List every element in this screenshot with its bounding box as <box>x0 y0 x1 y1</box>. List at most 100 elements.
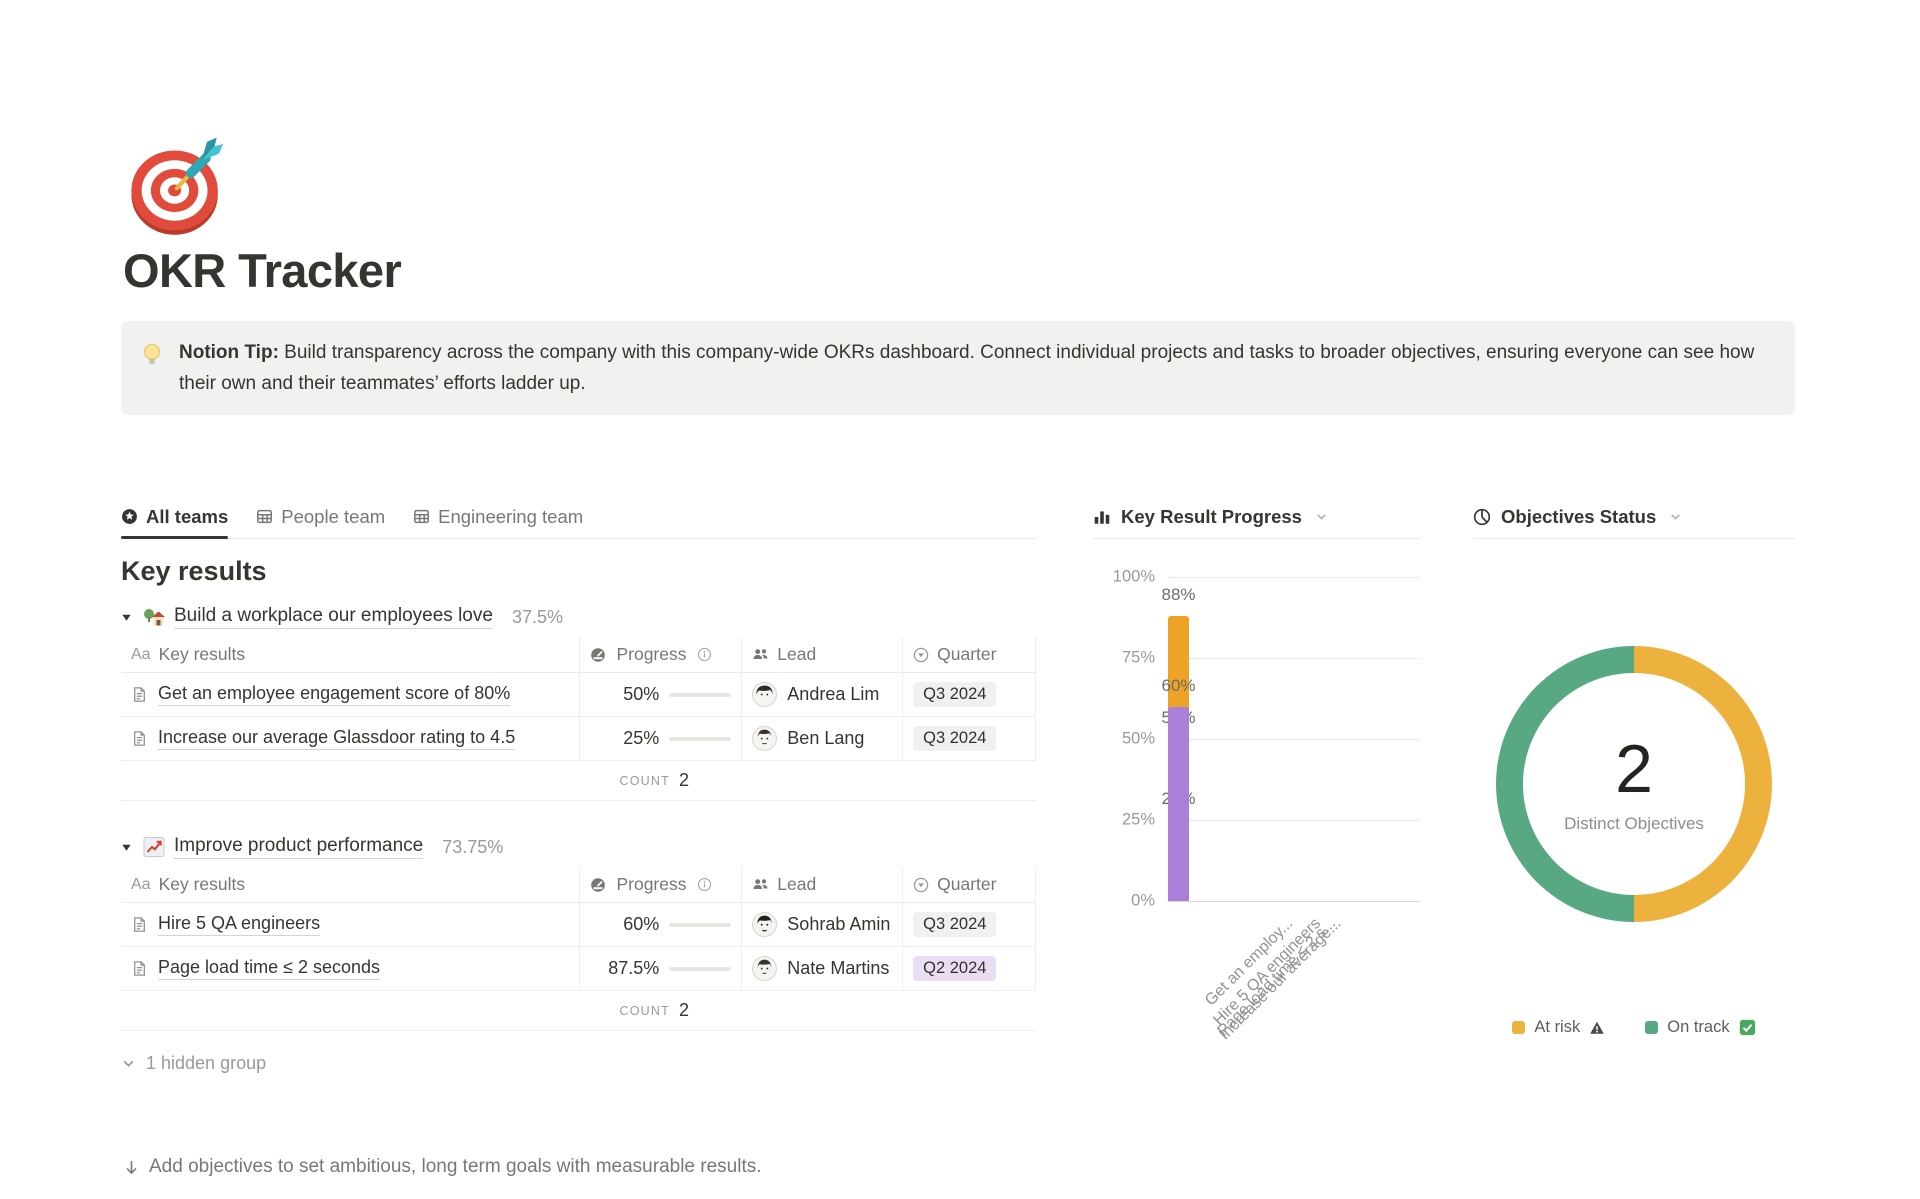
y-tick: 50% <box>1121 729 1155 748</box>
table-header: Aa Key results Progress <box>121 867 1036 903</box>
objective-link[interactable]: Improve product performance <box>174 835 424 859</box>
quarter-badge[interactable]: Q3 2024 <box>913 726 997 751</box>
document-icon <box>131 686 148 703</box>
chart-title: Objectives Status <box>1501 505 1657 527</box>
column-quarter[interactable]: Quarter <box>902 867 1035 902</box>
progress-cell[interactable]: 50% <box>579 673 741 716</box>
chevron-down-icon <box>121 1056 136 1071</box>
lead-cell[interactable]: Andrea Lim <box>741 673 902 716</box>
column-quarter[interactable]: Quarter <box>902 637 1035 672</box>
bar-value-label: 60% <box>1161 675 1196 695</box>
avatar <box>752 956 778 981</box>
donut-center: 2 Distinct Objectives <box>1523 673 1745 895</box>
distinct-objectives-count: 2 <box>1615 730 1653 807</box>
gridline-25 <box>1168 820 1420 821</box>
key-result-cell: Page load time ≤ 2 seconds <box>121 947 579 990</box>
info-icon[interactable] <box>697 877 712 892</box>
progress-label: 25% <box>623 728 660 748</box>
lead-cell[interactable]: Sohrab Amin <box>741 903 902 946</box>
add-objectives-hint[interactable]: Add objectives to set ambitious, long te… <box>123 1156 762 1178</box>
progress-bar <box>669 966 732 971</box>
document-icon <box>131 916 148 933</box>
info-icon[interactable] <box>697 647 712 662</box>
bar-chart-icon <box>1093 508 1111 526</box>
key-result-link[interactable]: Hire 5 QA engineers <box>131 913 321 936</box>
on-track-swatch <box>1645 1021 1659 1034</box>
document-icon <box>131 730 148 747</box>
chevron-down-icon[interactable] <box>1314 509 1329 524</box>
collapse-triangle-icon[interactable] <box>121 842 132 853</box>
tab-people-team[interactable]: People team <box>256 495 385 538</box>
column-lead[interactable]: Lead <box>741 867 902 902</box>
count-label: COUNT <box>619 773 670 788</box>
select-property-icon <box>913 647 929 663</box>
objective-link[interactable]: Build a workplace our employees love <box>174 605 493 629</box>
column-key-results[interactable]: Aa Key results <box>131 874 246 894</box>
distinct-objectives-caption: Distinct Objectives <box>1564 813 1704 833</box>
count-row[interactable]: COUNT 2 <box>121 761 1036 801</box>
y-tick: 0% <box>1131 891 1155 910</box>
bar-hire-5-qa-engineers[interactable]: 60% <box>1161 676 1196 901</box>
objectives-donut-ring[interactable]: 2 Distinct Objectives <box>1496 646 1772 922</box>
key-results-heading: Key results <box>121 556 267 586</box>
count-row[interactable]: COUNT 2 <box>121 991 1036 1031</box>
quarter-badge[interactable]: Q3 2024 <box>913 682 997 707</box>
progress-bar <box>669 922 732 927</box>
chart-title: Key Result Progress <box>1121 505 1302 527</box>
quarter-badge[interactable]: Q3 2024 <box>913 912 997 937</box>
people-icon <box>752 646 769 663</box>
bar-value-label: 88% <box>1161 584 1196 604</box>
count-value: 2 <box>678 770 689 790</box>
progress-cell[interactable]: 25% <box>579 717 741 760</box>
down-arrow-icon <box>123 1159 140 1176</box>
lead-cell[interactable]: Nate Martins <box>741 947 902 990</box>
table-icon <box>413 508 430 525</box>
key-result-link[interactable]: Get an employee engagement score of 80% <box>131 683 511 706</box>
light-bulb-icon <box>139 341 165 367</box>
hidden-group-toggle[interactable]: 1 hidden group <box>121 1053 1036 1074</box>
objective-group-1: Build a workplace our employees love 37.… <box>121 597 1036 801</box>
tab-label: Engineering team <box>438 505 584 527</box>
column-lead[interactable]: Lead <box>741 637 902 672</box>
dart-target-page-icon[interactable] <box>126 130 234 238</box>
chart-card-header: Key Result Progress <box>1093 495 1420 539</box>
house-with-garden-icon <box>143 606 165 628</box>
quarter-cell: Q2 2024 <box>902 947 1035 990</box>
chevron-down-icon[interactable] <box>1668 509 1683 524</box>
table-header: Aa Key results Progress <box>121 637 1036 673</box>
chart-increasing-icon <box>143 836 165 858</box>
group-header: Improve product performance 73.75% <box>121 827 1036 867</box>
y-tick: 25% <box>1121 810 1155 829</box>
tab-all-teams[interactable]: All teams <box>121 495 229 539</box>
table-row: Increase our average Glassdoor rating to… <box>121 717 1036 761</box>
lead-cell[interactable]: Ben Lang <box>741 717 902 760</box>
lead-name: Ben Lang <box>787 728 865 748</box>
quarter-cell: Q3 2024 <box>902 717 1035 760</box>
objectives-status-card: Objectives Status 2 Distinct Objectives … <box>1473 495 1795 1037</box>
donut-legend: At risk On track <box>1473 1018 1795 1037</box>
progress-label: 87.5% <box>608 958 660 978</box>
tab-engineering-team[interactable]: Engineering team <box>413 495 583 538</box>
star-circle-icon <box>121 508 138 525</box>
key-result-link[interactable]: Increase our average Glassdoor rating to… <box>131 727 516 750</box>
key-result-progress-card: Key Result Progress 0% 25% 50% 75% 100% … <box>1093 495 1420 1043</box>
objective-percent: 73.75% <box>442 836 504 857</box>
quarter-badge[interactable]: Q2 2024 <box>913 956 997 981</box>
column-progress[interactable]: Progress <box>579 637 741 672</box>
people-icon <box>752 876 769 893</box>
gridline-75 <box>1168 658 1420 659</box>
progress-cell[interactable]: 87.5% <box>579 947 741 990</box>
column-key-results[interactable]: Aa Key results <box>131 644 246 664</box>
progress-cell[interactable]: 60% <box>579 903 741 946</box>
column-progress[interactable]: Progress <box>579 867 741 902</box>
pie-chart-icon <box>1473 508 1491 526</box>
bar-chart-plot: 0% 25% 50% 75% 100% 50% 88% 25% 60% Get … <box>1113 568 1420 1043</box>
table-row: Get an employee engagement score of 80% … <box>121 673 1036 717</box>
lead-name: Sohrab Amin <box>787 914 891 934</box>
key-result-link[interactable]: Page load time ≤ 2 seconds <box>131 957 381 980</box>
collapse-triangle-icon[interactable] <box>121 612 132 623</box>
select-property-icon <box>913 877 929 893</box>
chart-card-header: Objectives Status <box>1473 495 1795 539</box>
view-tabs: All teams People team En <box>121 495 1036 539</box>
